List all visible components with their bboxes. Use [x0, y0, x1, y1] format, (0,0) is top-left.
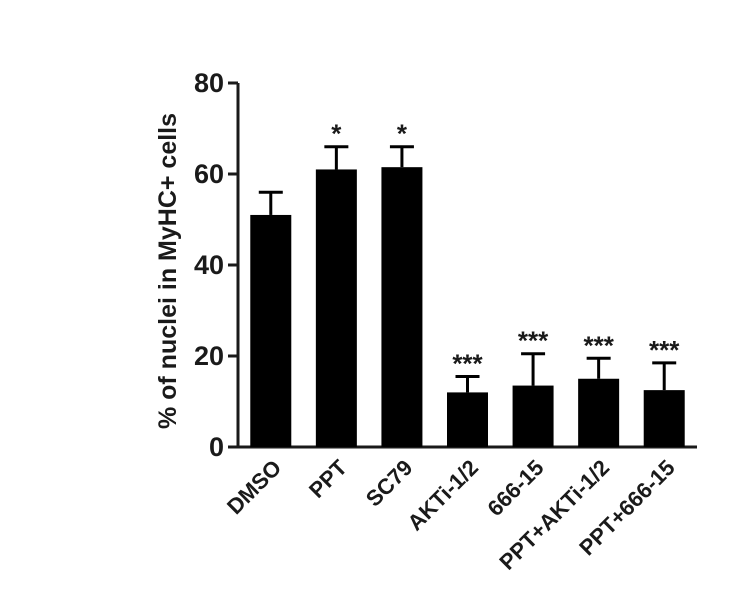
bar	[512, 385, 554, 447]
x-tick-label: PPT	[304, 454, 352, 502]
bar	[250, 214, 292, 447]
plot-area: 0 20 40 60 80 DMSO * PPT * SC79 *** AKTi-1/2 *** 666-…	[194, 68, 697, 575]
bar	[315, 169, 357, 447]
x-tick-label: SC79	[361, 455, 418, 512]
significance-label: ***	[649, 335, 680, 365]
bar	[381, 167, 423, 448]
x-tick-label: DMSO	[222, 455, 286, 519]
y-axis-title: % of nuclei in MyHC+ cells	[154, 113, 182, 429]
y-tick-label: 20	[194, 341, 224, 371]
y-tick-label: 40	[194, 250, 224, 280]
y-tick-label: 60	[194, 159, 224, 189]
significance-label: *	[397, 119, 408, 149]
y-tick-label: 80	[194, 68, 224, 98]
x-tick-label: 666-15	[482, 455, 548, 521]
significance-label: *	[331, 119, 342, 149]
y-tick-label: 0	[209, 432, 224, 462]
significance-label: ***	[518, 326, 549, 356]
bar	[447, 392, 488, 447]
bar	[643, 390, 685, 447]
significance-label: ***	[583, 330, 614, 360]
bar	[578, 378, 620, 447]
significance-label: ***	[452, 348, 483, 378]
x-tick-label: AKTi-1/2	[403, 455, 483, 535]
y-axis-label: % of nuclei in MyHC+ cells	[154, 113, 182, 429]
